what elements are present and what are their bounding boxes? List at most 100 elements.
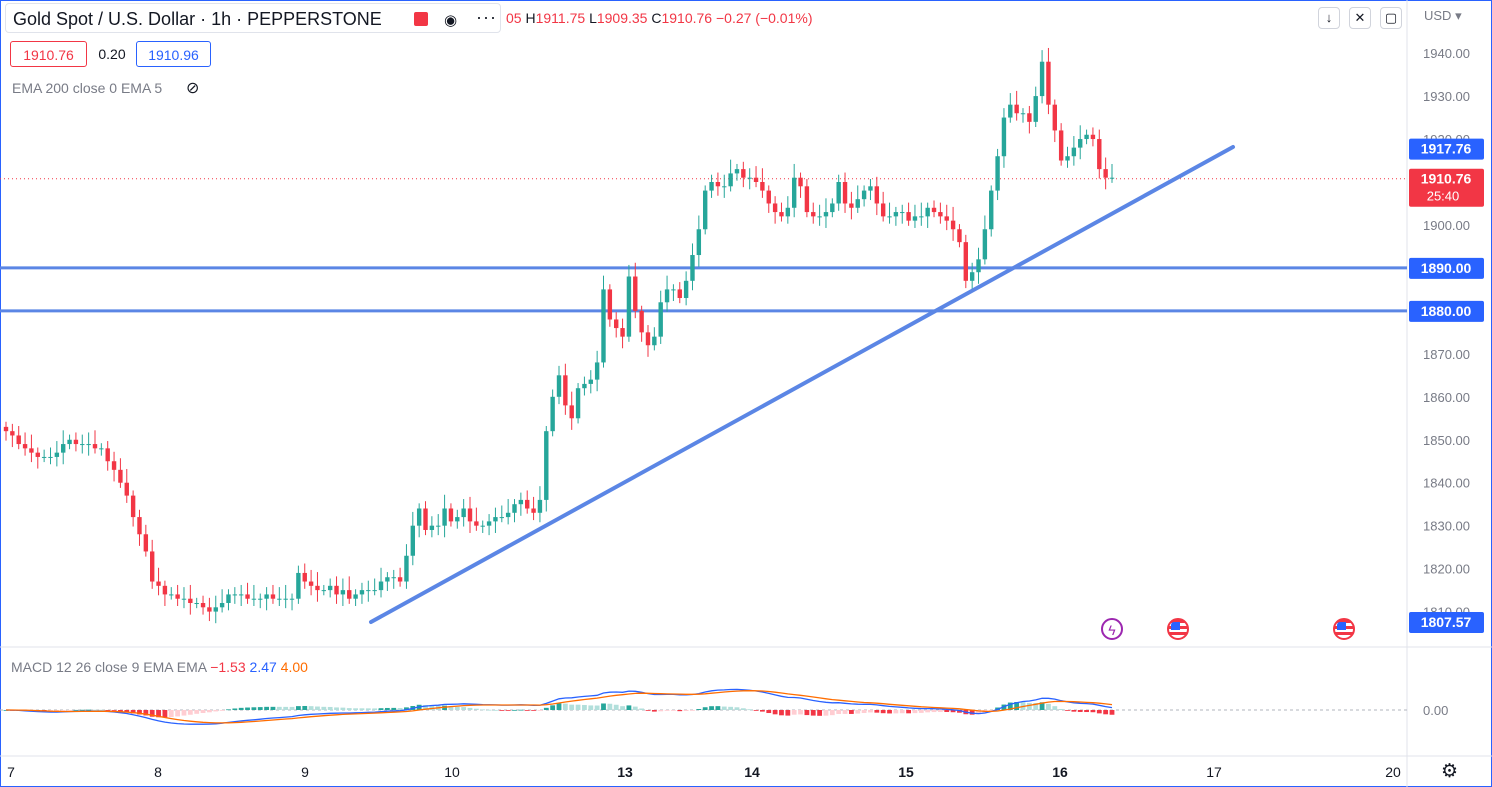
macd-histogram-bar <box>404 707 409 710</box>
candle-body <box>232 594 238 596</box>
lightning-event-icon[interactable]: ϟ <box>1101 618 1123 640</box>
macd-histogram-bar <box>219 710 225 711</box>
candle-body <box>385 577 390 582</box>
candle-body <box>480 525 485 527</box>
currency-label[interactable]: USD <box>1424 8 1452 23</box>
candle-body <box>925 207 930 217</box>
symbol-header[interactable]: Gold Spot / U.S. Dollar · 1h · PEPPERSTO… <box>5 3 501 33</box>
price-axis-label-bg <box>1409 300 1484 322</box>
macd-histogram-bar <box>391 707 397 710</box>
price-tick-label: 1930.00 <box>1423 89 1470 104</box>
arrow-down-icon[interactable]: ↓ <box>1318 7 1340 29</box>
candle-body <box>1078 139 1083 148</box>
macd-histogram-bar <box>1058 708 1064 710</box>
macd-histogram-bar <box>168 710 174 718</box>
macd-label: MACD 12 26 close 9 EMA EMA <box>11 659 207 675</box>
macd-histogram-bar <box>315 706 320 710</box>
candle-body <box>722 186 727 188</box>
more-dots-icon[interactable]: ··· <box>476 7 497 27</box>
macd-histogram-bar <box>664 710 670 711</box>
macd-histogram-bar <box>251 707 257 710</box>
macd-histogram-bar <box>98 709 104 711</box>
macd-histogram-bar <box>747 709 753 711</box>
currency-selector[interactable]: USD ▾ <box>1424 8 1462 23</box>
price-axis-label: 1890.00 <box>1421 260 1472 276</box>
price-tick-label: 1860.00 <box>1423 390 1470 405</box>
macd-histogram-bar <box>187 710 193 715</box>
candle-body <box>448 508 454 522</box>
macd-histogram-bar <box>696 709 702 710</box>
macd-histogram-bar <box>804 710 810 716</box>
macd-histogram-bar <box>512 709 517 711</box>
macd-histogram-bar <box>613 704 619 710</box>
eye-off-icon[interactable]: ⊘ <box>186 80 200 97</box>
time-tick-label: 16 <box>1052 764 1068 780</box>
candle-body <box>188 598 193 604</box>
ohlc-legend: 05 H1911.75 L1909.35 C1910.76 −0.27 (−0.… <box>506 10 813 26</box>
candle-body <box>772 203 778 213</box>
macd-histogram-bar <box>950 710 956 713</box>
macd-histogram-bar <box>264 706 270 710</box>
macd-histogram-bar <box>918 710 924 713</box>
symbol-title[interactable]: Gold Spot / U.S. Dollar · 1h · PEPPERSTO… <box>13 9 382 29</box>
sell-price-button[interactable]: 1910.76 <box>10 41 87 67</box>
macd-histogram-bar <box>334 707 339 710</box>
price-axis-label-bg <box>1409 168 1484 207</box>
candle-body <box>849 203 854 208</box>
maximize-icon[interactable]: ▢ <box>1380 7 1402 29</box>
candle-body <box>957 229 962 243</box>
macd-histogram-bar <box>601 703 606 710</box>
macd-histogram-bar <box>480 709 486 711</box>
candle-body <box>817 216 822 218</box>
candle-body <box>830 203 835 213</box>
macd-histogram-bar <box>671 710 676 711</box>
candle-body <box>900 212 905 214</box>
ema-legend[interactable]: EMA 200 close 0 EMA 5 <box>12 80 163 96</box>
candle-body <box>80 444 85 446</box>
candle-body <box>308 581 314 586</box>
candle-body <box>41 456 47 458</box>
candle-body <box>658 302 663 337</box>
candle-body <box>950 220 956 230</box>
candle-body <box>283 598 288 600</box>
macd-legend[interactable]: MACD 12 26 close 9 EMA EMA −1.53 2.47 4.… <box>11 659 308 675</box>
candle-body <box>715 182 721 187</box>
macd-histogram-bar <box>60 710 66 711</box>
macd-histogram-bar <box>346 708 352 710</box>
macd-histogram-bar <box>461 707 467 710</box>
macd-histogram-bar <box>658 710 664 712</box>
fullscreen-icon[interactable]: ✕ <box>1349 7 1371 29</box>
flag-icon[interactable] <box>414 12 428 26</box>
candle-body <box>137 517 142 535</box>
eye-icon[interactable]: ◉ <box>444 12 458 29</box>
ohlc-close-key: C <box>651 10 662 26</box>
price-axis-label: 1910.76 <box>1421 171 1472 187</box>
macd-histogram-bar <box>327 706 333 710</box>
us-flag-event-icon[interactable] <box>1333 618 1355 640</box>
gear-icon[interactable]: ⚙ <box>1441 761 1459 782</box>
buy-price-button[interactable]: 1910.96 <box>136 41 211 67</box>
macd-histogram-bar <box>1084 710 1089 713</box>
macd-histogram-bar <box>245 707 250 710</box>
macd-histogram-bar <box>988 710 994 711</box>
macd-histogram-bar <box>740 708 746 710</box>
candle-body <box>728 173 733 187</box>
macd-histogram-bar <box>582 704 587 710</box>
macd-histogram-bar <box>295 706 301 710</box>
candle-body <box>505 512 511 518</box>
price-axis-label: 1917.76 <box>1421 141 1472 157</box>
macd-histogram-bar <box>569 704 575 710</box>
candle-body <box>397 577 403 582</box>
macd-histogram-bar <box>505 710 511 711</box>
macd-histogram-bar <box>238 707 244 710</box>
candle-body <box>207 607 212 612</box>
candle-body <box>671 289 676 291</box>
price-axis-label: 1880.00 <box>1421 303 1472 319</box>
candle-body <box>111 461 117 470</box>
macd-histogram-bar <box>524 710 530 711</box>
macd-histogram-bar <box>1109 710 1115 715</box>
us-flag-event-icon[interactable] <box>1167 618 1189 640</box>
candle-body <box>162 585 168 595</box>
macd-histogram-bar <box>423 704 428 710</box>
